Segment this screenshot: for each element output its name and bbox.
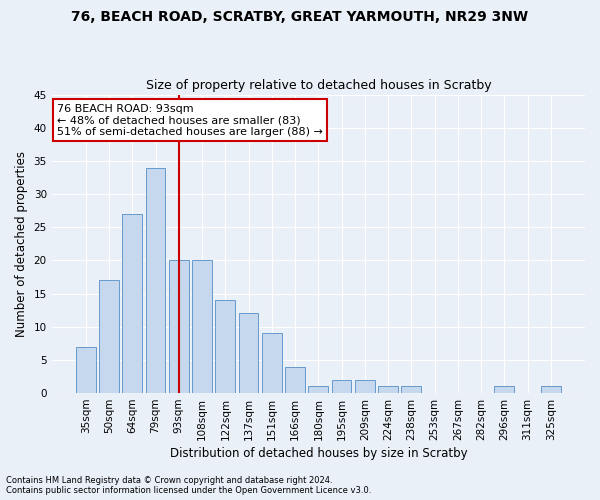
Bar <box>285 366 305 393</box>
Text: 76 BEACH ROAD: 93sqm
← 48% of detached houses are smaller (83)
51% of semi-detac: 76 BEACH ROAD: 93sqm ← 48% of detached h… <box>57 104 323 136</box>
Bar <box>99 280 119 393</box>
Bar <box>122 214 142 393</box>
Bar <box>308 386 328 393</box>
Bar <box>215 300 235 393</box>
Title: Size of property relative to detached houses in Scratby: Size of property relative to detached ho… <box>146 79 491 92</box>
Bar <box>378 386 398 393</box>
Bar <box>146 168 166 393</box>
Bar <box>76 346 95 393</box>
X-axis label: Distribution of detached houses by size in Scratby: Distribution of detached houses by size … <box>170 447 467 460</box>
Y-axis label: Number of detached properties: Number of detached properties <box>15 151 28 337</box>
Bar <box>262 334 282 393</box>
Bar <box>401 386 421 393</box>
Text: Contains HM Land Registry data © Crown copyright and database right 2024.
Contai: Contains HM Land Registry data © Crown c… <box>6 476 371 495</box>
Bar <box>239 314 259 393</box>
Text: 76, BEACH ROAD, SCRATBY, GREAT YARMOUTH, NR29 3NW: 76, BEACH ROAD, SCRATBY, GREAT YARMOUTH,… <box>71 10 529 24</box>
Bar <box>494 386 514 393</box>
Bar <box>192 260 212 393</box>
Bar <box>355 380 375 393</box>
Bar <box>332 380 352 393</box>
Bar <box>169 260 188 393</box>
Bar <box>541 386 561 393</box>
